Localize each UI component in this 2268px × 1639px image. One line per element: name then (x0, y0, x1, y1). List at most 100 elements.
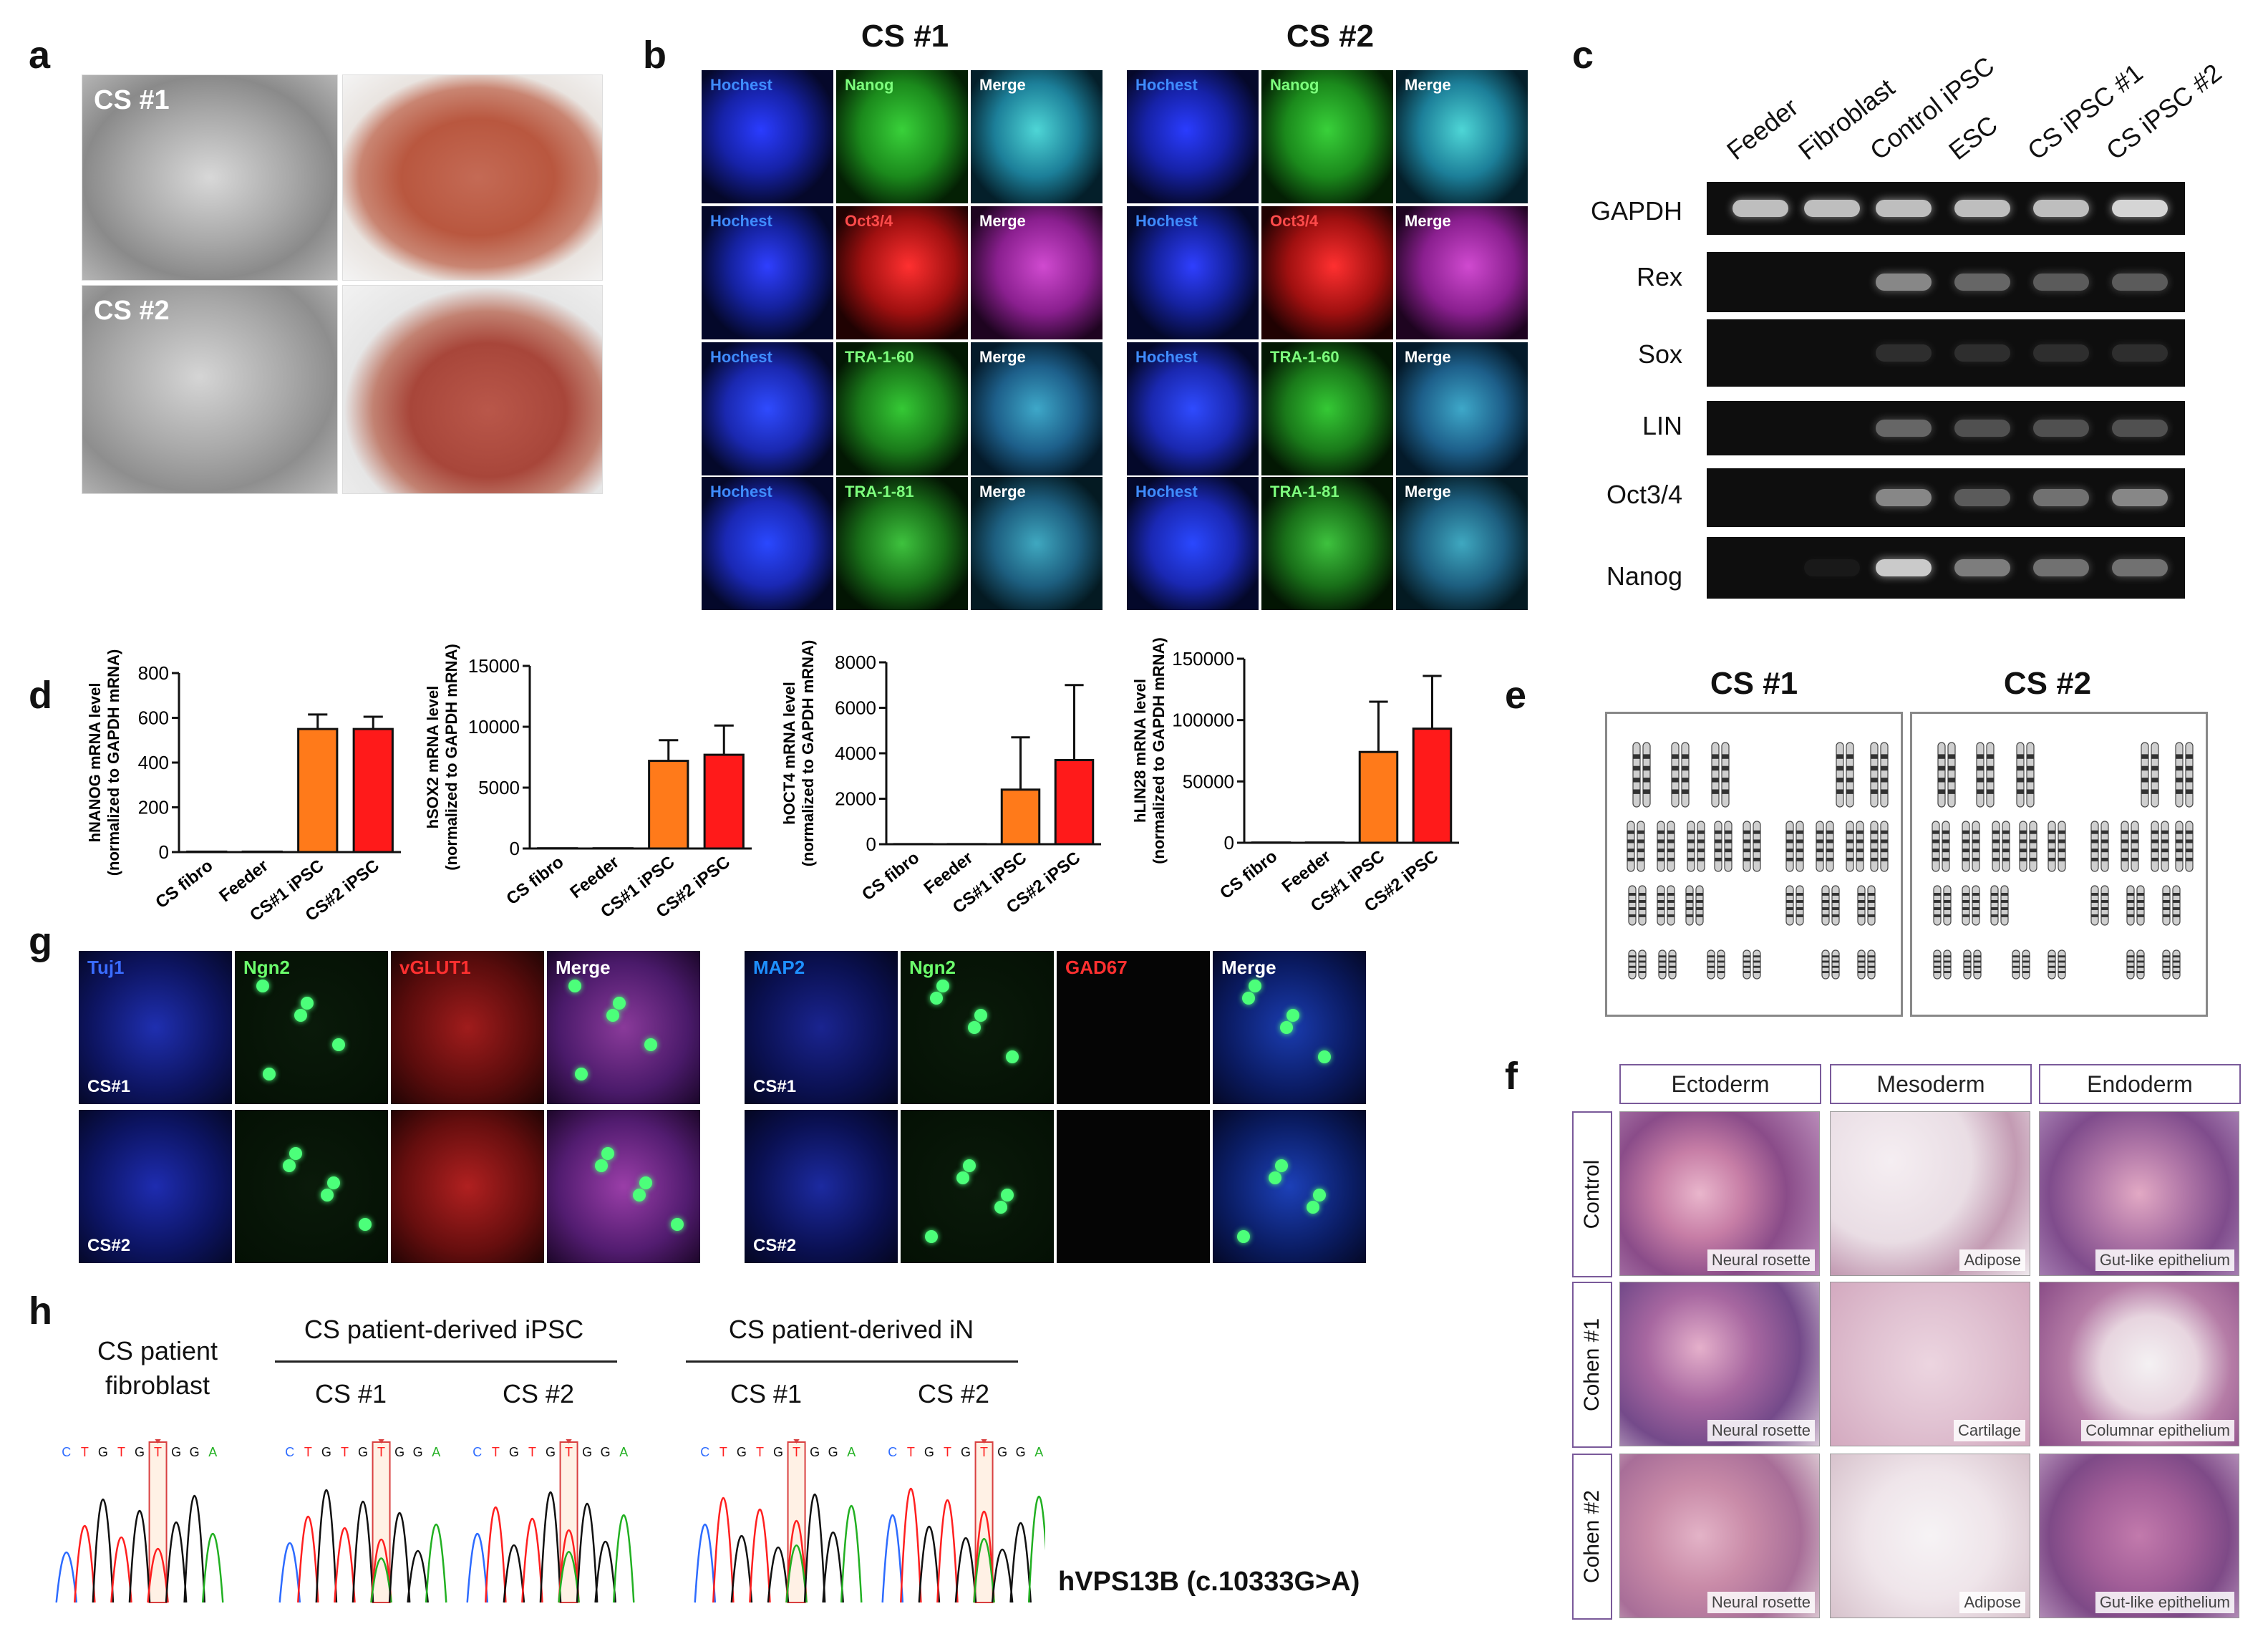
nucleus-spot (1249, 980, 1261, 992)
chromosome (1947, 742, 1956, 808)
nucleus-spot (332, 1038, 345, 1051)
if-tile: Hochest (1127, 477, 1259, 610)
neuron-channel-label: Merge (1221, 957, 1276, 978)
gel-band (2033, 200, 2089, 217)
row-label-text: Cohen #2 (1580, 1489, 1604, 1584)
chromosome (2185, 821, 2194, 872)
peak (521, 1517, 543, 1603)
if-tile: TRA-1-81 (1261, 477, 1393, 610)
chromosome (1695, 885, 1704, 926)
neuron-tile (235, 1110, 388, 1263)
nucleus-spot (595, 1159, 608, 1172)
chromosome (1657, 885, 1665, 926)
gel-gene-label: Sox (1637, 339, 1682, 369)
chromosome (1642, 742, 1651, 808)
bar (703, 753, 745, 850)
het-peak (558, 1551, 580, 1603)
chromosome (1753, 949, 1761, 980)
chromosome (1857, 885, 1866, 926)
chromosome (1638, 885, 1647, 926)
neuron-tile (901, 1110, 1054, 1263)
base-call: A (208, 1445, 217, 1459)
chromosome (1856, 821, 1864, 872)
if-tile: Nanog (836, 70, 968, 203)
base-call: T (304, 1445, 312, 1459)
peak (315, 1489, 338, 1603)
if-tile: Merge (1396, 206, 1528, 339)
histology-caption: Adipose (1959, 1592, 2025, 1613)
peak (749, 1509, 771, 1603)
if-channel-label: TRA-1-60 (1270, 348, 1339, 366)
nucleus-spot (936, 980, 949, 992)
gel-band (1732, 200, 1788, 217)
peak (352, 1500, 374, 1603)
gel-strip (1707, 252, 2185, 312)
neuron-tile: Ngn2 (901, 951, 1054, 1104)
chromosome (1846, 821, 1854, 872)
bar (1000, 788, 1041, 846)
bar-chart-2: 0 5000 10000 15000 hSOX2 mRNA level (normaliz… (424, 644, 752, 922)
base-call: G (190, 1445, 200, 1459)
gel-gene-label: GAPDH (1590, 196, 1682, 226)
y-tick-label: 4000 (835, 743, 876, 764)
base-call: G (924, 1445, 934, 1459)
nucleus-spot (974, 1009, 987, 1022)
base-call: G (601, 1445, 611, 1459)
gel-gene-label: Nanog (1606, 561, 1682, 591)
in-cs1-label: CS #1 (730, 1379, 803, 1408)
if-channel-label: Hochest (710, 483, 772, 501)
y-axis-label-line2: (normalized to GAPDH mRNA) (799, 640, 817, 867)
chromosome (1831, 885, 1840, 926)
chromosome (1785, 821, 1794, 872)
chromosome (1937, 742, 1946, 808)
neuron-tile (547, 1110, 700, 1263)
neuron-channel-label: Merge (556, 957, 611, 978)
base-call: G (810, 1445, 820, 1459)
peak (936, 1499, 959, 1603)
nucleus-spot (671, 1218, 684, 1231)
chromosome (1986, 742, 1995, 808)
if-tile: Hochest (1127, 342, 1259, 475)
base-call: T (154, 1445, 162, 1459)
peak (74, 1524, 96, 1603)
chromosome (1637, 821, 1645, 872)
gel-band (2112, 489, 2168, 506)
gel-band (1954, 200, 2010, 217)
teratoma-row-label: Cohen #2 (1572, 1454, 1612, 1620)
gel-strip (1707, 537, 2185, 599)
nucleus-spot (1286, 1009, 1299, 1022)
peak (297, 1516, 319, 1603)
nucleus-spot (1275, 1159, 1288, 1172)
peak (92, 1498, 115, 1603)
chromosome (1628, 885, 1637, 926)
peak (1009, 1522, 1032, 1603)
nucleus-spot (294, 1009, 307, 1022)
chromosome (1880, 821, 1889, 872)
nucleus-spot (321, 1189, 334, 1202)
chromosome (2136, 949, 2145, 980)
chromosome (1785, 885, 1794, 926)
peak (785, 1519, 808, 1603)
y-tick-label: 0 (1224, 832, 1234, 854)
peak (183, 1495, 205, 1603)
nucleus-spot (359, 1218, 372, 1231)
bar (297, 727, 339, 854)
if-tile: Hochest (702, 342, 833, 475)
base-call: C (62, 1445, 71, 1459)
ipsc-cs1-label: CS #1 (314, 1379, 387, 1408)
neuron-sample-label: CS#2 (753, 1236, 797, 1255)
if-tile: TRA-1-60 (1261, 342, 1393, 475)
peak (900, 1488, 922, 1603)
panel-letter-e: e (1505, 674, 1527, 717)
neuron-channel-label: MAP2 (753, 957, 805, 978)
base-call: G (773, 1445, 783, 1459)
nucleus-spot (994, 1201, 1007, 1214)
histology-caption: Neural rosette (1707, 1249, 1815, 1271)
peak (576, 1502, 598, 1603)
chromosome (1880, 742, 1889, 808)
x-tick-label: CS fibro (152, 856, 216, 912)
nucleus-spot (644, 1038, 657, 1051)
if-channel-label: Merge (1405, 348, 1451, 366)
colony-brightfield-cs2: CS #2 (82, 285, 338, 494)
